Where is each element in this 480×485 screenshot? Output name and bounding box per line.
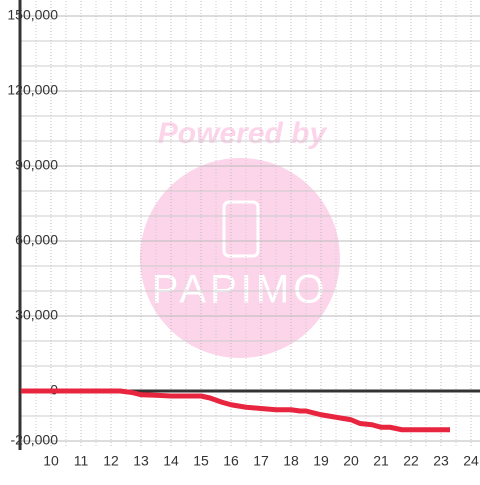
x-tick-label: 20 (343, 453, 359, 469)
x-tick-label: 21 (373, 453, 389, 469)
y-tick-label: 120,000 (7, 82, 58, 98)
x-tick-label: 15 (193, 453, 209, 469)
y-tick-label: 150,000 (7, 7, 58, 23)
x-tick-label: 11 (74, 453, 89, 469)
y-tick-label: 30,000 (15, 307, 58, 323)
watermark-icon (222, 200, 260, 258)
y-tick-label: 90,000 (15, 157, 58, 173)
x-tick-label: 22 (403, 453, 419, 469)
x-tick-label: 23 (433, 453, 449, 469)
x-tick-label: 18 (283, 453, 299, 469)
x-tick-label: 17 (253, 453, 269, 469)
x-tick-label: 13 (133, 453, 149, 469)
watermark-logo: PAPIMO (152, 268, 329, 312)
x-tick-label: 19 (313, 453, 329, 469)
x-tick-label: 12 (103, 453, 119, 469)
watermark-text: Powered by (158, 117, 328, 150)
x-tick-label: 14 (163, 453, 179, 469)
line (21, 388, 450, 433)
x-tick-label: 16 (223, 453, 239, 469)
x-tick-label: 24 (463, 453, 479, 469)
x-tick-label: 10 (43, 453, 59, 469)
y-tick-label: 60,000 (15, 232, 58, 248)
y-tick-label: -20,000 (11, 432, 59, 448)
watermark-circle (140, 158, 340, 358)
